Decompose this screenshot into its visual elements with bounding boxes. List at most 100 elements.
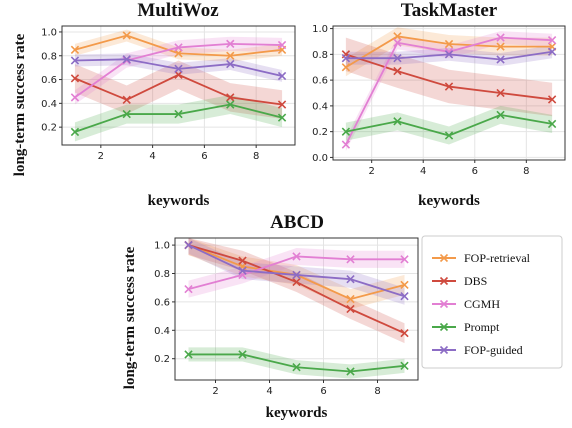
data-point-fop-guided xyxy=(184,240,193,250)
data-point-fop-retrieval xyxy=(346,294,355,304)
data-point-fop-guided xyxy=(238,266,247,275)
x-axis-label-taskmaster: keywords xyxy=(418,193,480,209)
confidence-band-cgmh xyxy=(74,36,283,105)
data-point-fop-guided xyxy=(70,56,80,65)
legend-marker-prompt xyxy=(439,322,449,332)
data-point-fop-retrieval xyxy=(400,280,409,290)
legend-label-fop-guided: FOP-guided xyxy=(464,343,523,357)
data-point-prompt xyxy=(226,100,235,109)
legend: FOP-retrieval DBS CGMH Prompt FOP-guided xyxy=(421,235,563,369)
data-point-fop-guided xyxy=(346,275,355,284)
data-point-fop-retrieval xyxy=(444,39,454,49)
data-point-prompt xyxy=(70,127,80,137)
data-point-fop-retrieval xyxy=(70,45,80,54)
x-axis-label-multiwoz: keywords xyxy=(148,193,210,209)
confidence-band-fop-retrieval xyxy=(188,238,405,309)
data-point-fop-retrieval xyxy=(226,51,235,60)
y-tick-label: 1.0 xyxy=(154,241,170,252)
data-point-prompt xyxy=(122,109,131,119)
panel-title-taskmaster: TaskMaster xyxy=(401,0,498,21)
data-point-fop-guided xyxy=(122,55,131,64)
y-tick-label: 0.8 xyxy=(154,269,170,280)
chart-panel-abcd: 2 4 6 8 0.2 0.4 0.6 0.8 1.0 ABCD keywords xyxy=(154,212,419,421)
data-point-fop-retrieval xyxy=(393,32,402,41)
y-tick-label: 0.2 xyxy=(154,354,170,365)
data-point-fop-guided xyxy=(292,270,301,280)
data-point-fop-guided xyxy=(277,71,287,81)
x-tick-label: 2 xyxy=(212,386,218,397)
confidence-band-fop-retrieval xyxy=(74,29,283,62)
legend-marker-dbs xyxy=(439,276,449,286)
y-tick-label: 0.2 xyxy=(41,123,57,134)
data-point-cgmh xyxy=(496,33,505,42)
y-tick-label: 0.8 xyxy=(41,51,57,62)
data-point-prompt xyxy=(341,127,351,136)
data-point-dbs xyxy=(70,74,80,83)
data-point-fop-guided xyxy=(444,50,454,59)
y-tick-label: 0.6 xyxy=(312,76,328,87)
data-point-prompt xyxy=(444,131,454,140)
data-point-dbs xyxy=(393,66,402,76)
plot-frame xyxy=(332,25,566,161)
legend-marker-cgmh xyxy=(439,299,449,309)
data-point-dbs xyxy=(122,95,131,104)
confidence-band-dbs xyxy=(188,238,405,344)
data-point-fop-guided xyxy=(226,59,235,69)
confidence-band-prompt xyxy=(74,95,283,142)
legend-marker-fop-retrieval xyxy=(439,253,449,263)
data-point-cgmh xyxy=(277,40,287,50)
x-tick-label: 2 xyxy=(98,151,104,162)
data-point-dbs xyxy=(346,304,355,314)
data-point-cgmh xyxy=(341,140,351,149)
data-point-dbs xyxy=(174,70,183,79)
data-point-prompt xyxy=(238,350,247,359)
data-point-fop-retrieval xyxy=(122,31,131,40)
data-point-dbs xyxy=(400,328,409,338)
y-tick-label: 1.0 xyxy=(312,24,328,35)
data-point-cgmh xyxy=(122,56,131,65)
legend-label-fop-retrieval: FOP-retrieval xyxy=(464,251,531,265)
data-point-fop-retrieval xyxy=(496,42,505,51)
x-axis-label-abcd: keywords xyxy=(266,405,328,421)
x-tick-label: 8 xyxy=(523,166,529,177)
y-tick-label: 0.6 xyxy=(41,75,57,86)
data-point-cgmh xyxy=(184,284,193,294)
data-point-prompt xyxy=(292,363,301,372)
data-point-prompt xyxy=(346,367,355,376)
data-point-cgmh xyxy=(70,93,80,102)
data-point-fop-guided xyxy=(547,47,557,56)
data-point-prompt xyxy=(547,119,557,129)
y-tick-label: 1.0 xyxy=(41,27,57,38)
data-point-dbs xyxy=(496,88,505,98)
x-tick-label: 6 xyxy=(320,386,326,397)
y-tick-label: 0.4 xyxy=(154,326,170,337)
x-tick-label: 6 xyxy=(472,166,478,177)
data-point-dbs xyxy=(444,82,454,91)
data-point-fop-retrieval xyxy=(174,49,183,58)
chart-panel-taskmaster: 2 4 6 8 0.0 0.2 0.4 0.6 0.8 1.0 TaskMaster keywords xyxy=(312,0,566,209)
y-tick-label: 0.0 xyxy=(312,153,328,164)
plot-frame xyxy=(174,237,419,381)
data-point-cgmh xyxy=(292,252,301,261)
y-tick-label: 0.6 xyxy=(154,297,170,308)
data-point-dbs xyxy=(292,277,301,287)
data-point-dbs xyxy=(226,93,235,102)
data-point-dbs xyxy=(277,100,287,109)
data-point-cgmh xyxy=(400,255,409,264)
data-point-prompt xyxy=(400,361,409,370)
data-point-prompt xyxy=(174,109,183,119)
data-point-fop-guided xyxy=(174,64,183,74)
legend-frame xyxy=(421,235,563,369)
data-point-cgmh xyxy=(547,36,557,45)
data-point-cgmh xyxy=(174,43,183,52)
data-point-fop-retrieval xyxy=(341,63,351,72)
data-point-prompt xyxy=(393,117,402,126)
legend-label-cgmh: CGMH xyxy=(464,297,500,311)
data-point-cgmh xyxy=(393,38,402,47)
panel-title-multiwoz: MultiWoz xyxy=(137,0,219,21)
y-tick-label: 0.2 xyxy=(312,127,328,138)
data-point-fop-guided xyxy=(341,54,351,63)
shared-y-axis-label-bottom: long-term success rate xyxy=(122,246,138,389)
plot-frame xyxy=(61,25,296,146)
